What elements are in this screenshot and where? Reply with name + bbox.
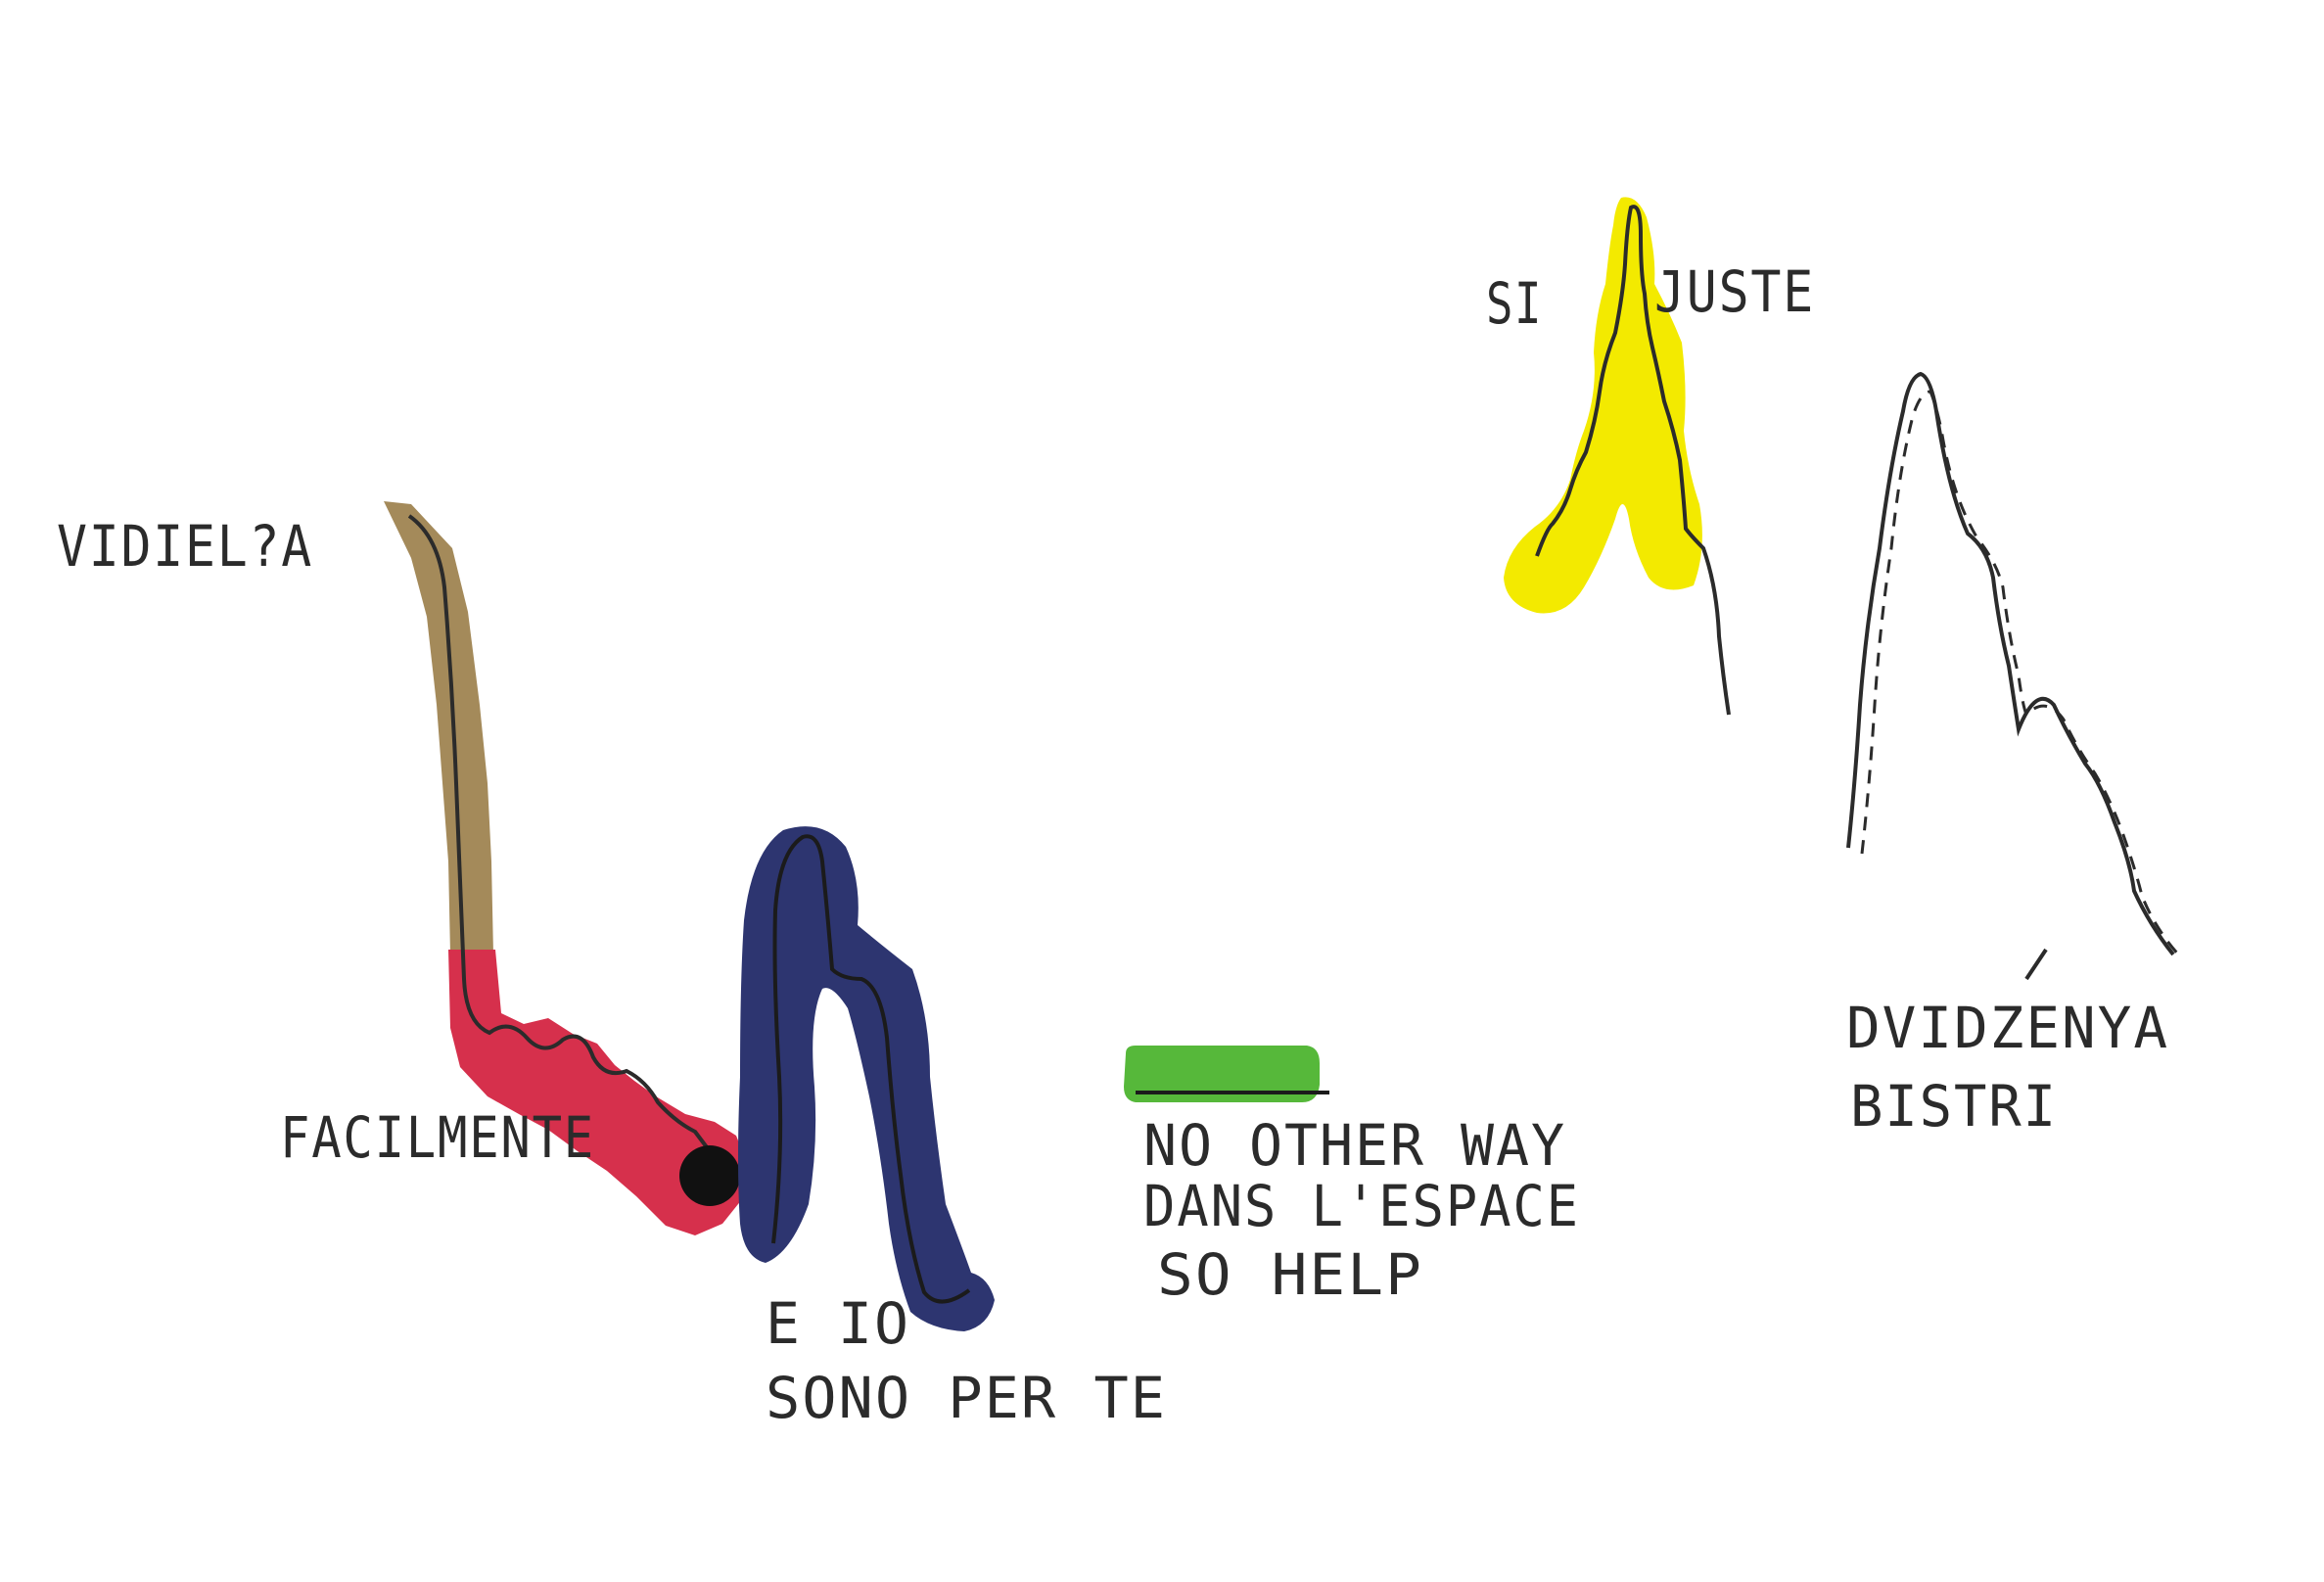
label-dvidzenya: DVIDZENYA: [1846, 995, 2169, 1061]
dashed-peak-outline: [1846, 371, 2175, 956]
label-si: SI: [1486, 270, 1543, 337]
green-bar: [1124, 1046, 1329, 1102]
yellow-peak: [1504, 197, 1731, 716]
label-sono-per-te: SONO PER TE: [766, 1365, 1167, 1431]
label-facilmente: FACILMENTE: [280, 1104, 595, 1171]
red-ribbon-segment: [448, 950, 748, 1235]
label-juste: JUSTE: [1654, 258, 1815, 325]
label-vidiela: VIDIEL?A: [57, 513, 313, 580]
ribbon-center-line: [407, 514, 715, 1157]
dashed-peak-dash-line: [1860, 390, 2183, 959]
accent-tick: [2024, 948, 2048, 981]
navy-ribbon-center-line: [771, 834, 971, 1304]
green-bar-shape: [1124, 1046, 1320, 1102]
yellow-peak-shape: [1504, 197, 1702, 614]
label-bistri: BISTRI: [1850, 1073, 2058, 1140]
label-dans-lespace: DANS L'ESPACE: [1143, 1173, 1580, 1239]
brown-ribbon-segment: [384, 501, 493, 954]
label-e-io: E IO: [766, 1290, 910, 1357]
brown-red-ribbon: [384, 501, 748, 1235]
ribbon-end-dot: [679, 1145, 740, 1206]
navy-ribbon: [738, 826, 995, 1331]
navy-ribbon-shape: [738, 826, 995, 1331]
label-so-help: SO HELP: [1157, 1241, 1423, 1308]
dashed-peak: [1846, 371, 2183, 959]
label-no-other-way: NO OTHER WAY: [1143, 1112, 1566, 1179]
yellow-peak-line: [1535, 205, 1731, 716]
